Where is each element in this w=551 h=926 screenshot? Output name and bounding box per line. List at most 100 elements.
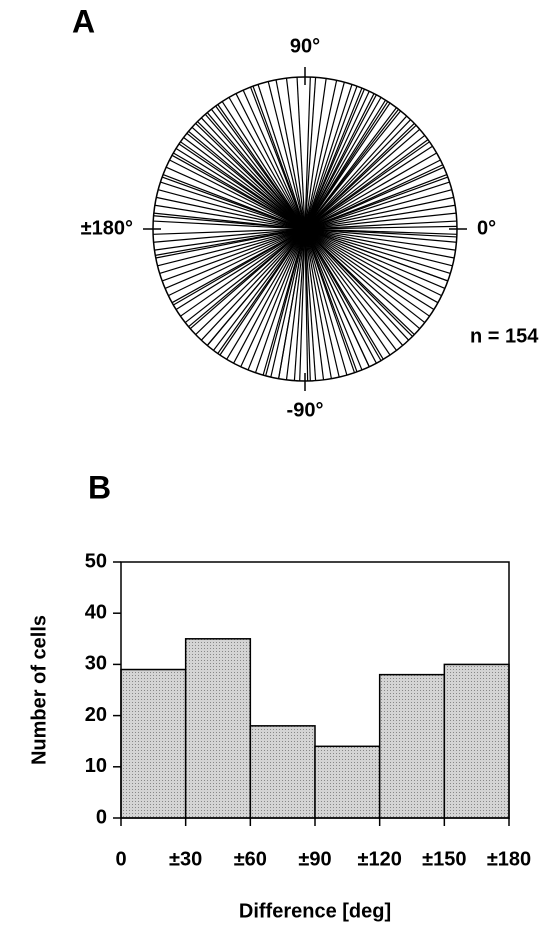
y-tick-label: 0 xyxy=(96,806,107,828)
direction-line xyxy=(154,228,306,251)
direction-line xyxy=(228,97,306,230)
direction-line xyxy=(304,228,435,311)
direction-line xyxy=(153,215,306,230)
direction-line xyxy=(257,84,306,230)
direction-line xyxy=(304,122,415,230)
direction-line xyxy=(184,228,306,324)
direction-line xyxy=(285,228,306,380)
bar xyxy=(249,725,316,819)
direction-line xyxy=(304,228,446,289)
direction-line xyxy=(304,225,457,230)
x-tick-label: ±60 xyxy=(234,848,267,870)
direction-line xyxy=(304,82,345,230)
direction-line xyxy=(304,77,311,230)
direction-line xyxy=(235,93,306,230)
direction-line xyxy=(304,228,340,378)
direction-line xyxy=(304,159,441,230)
panel-label: B xyxy=(88,469,111,505)
direction-line xyxy=(304,228,397,351)
direction-line xyxy=(158,189,306,230)
direction-line xyxy=(165,166,306,230)
direction-line xyxy=(304,152,437,230)
direction-line xyxy=(175,147,306,230)
direction-line xyxy=(304,176,449,230)
direction-line xyxy=(304,228,451,275)
direction-line xyxy=(153,220,306,230)
direction-line xyxy=(153,228,306,235)
direction-line xyxy=(161,176,306,230)
direction-line xyxy=(304,228,449,282)
direction-line xyxy=(304,145,433,230)
annotation: n = 154 xyxy=(470,325,539,347)
bar xyxy=(120,668,187,819)
direction-line xyxy=(304,228,370,368)
direction-line xyxy=(304,228,453,267)
direction-line xyxy=(304,228,421,330)
direction-line xyxy=(304,119,412,230)
direction-line xyxy=(304,164,444,230)
direction-line xyxy=(304,212,457,230)
direction-line xyxy=(221,101,306,230)
direction-line xyxy=(188,228,306,328)
direction-line xyxy=(213,228,306,351)
direction-line xyxy=(304,228,439,304)
direction-line xyxy=(304,80,338,230)
direction-line xyxy=(197,121,306,230)
direction-line xyxy=(217,104,306,230)
x-axis-label: Difference [deg] xyxy=(239,900,391,922)
direction-line xyxy=(267,81,306,230)
direction-line xyxy=(304,128,421,230)
direction-line xyxy=(210,108,306,230)
direction-line xyxy=(304,90,370,230)
direction-line xyxy=(304,93,375,230)
angle-tick-label: ±180° xyxy=(81,217,133,239)
direction-line xyxy=(233,228,306,364)
direction-line xyxy=(173,228,306,306)
y-tick-label: 30 xyxy=(85,653,107,675)
direction-line xyxy=(173,152,306,230)
direction-line xyxy=(304,139,429,230)
direction-line xyxy=(304,220,457,230)
direction-line xyxy=(154,204,306,230)
direction-line xyxy=(169,159,306,230)
direction-line xyxy=(304,87,363,230)
direction-line xyxy=(252,85,306,230)
direction-line xyxy=(160,181,306,230)
x-tick-label: ±180 xyxy=(487,848,531,870)
direction-line xyxy=(285,78,306,230)
direction-line xyxy=(153,228,306,243)
direction-line xyxy=(304,115,408,230)
panel-label: A xyxy=(72,3,95,39)
direction-line xyxy=(304,228,410,341)
direction-line xyxy=(304,101,389,230)
direction-line xyxy=(180,141,306,230)
direction-line xyxy=(304,228,413,337)
direction-line xyxy=(304,84,353,230)
direction-line xyxy=(164,228,306,289)
direction-line xyxy=(304,228,456,251)
angle-tick-label: 90° xyxy=(290,35,320,57)
direction-line xyxy=(206,228,306,346)
direction-line xyxy=(157,228,306,267)
direction-line xyxy=(304,228,348,376)
direction-line xyxy=(304,228,358,373)
x-tick-label: ±120 xyxy=(357,848,401,870)
direction-line xyxy=(254,228,306,373)
direction-line xyxy=(304,228,455,259)
angle-tick-label: 0° xyxy=(477,217,496,239)
y-tick-label: 10 xyxy=(85,755,107,777)
bar xyxy=(184,638,252,819)
direction-line xyxy=(156,196,306,230)
direction-line xyxy=(265,228,306,376)
direction-line xyxy=(180,228,306,317)
direction-line xyxy=(200,117,306,230)
y-tick-label: 40 xyxy=(85,601,107,623)
x-tick-label: ±90 xyxy=(298,848,331,870)
direction-line xyxy=(304,228,311,381)
direction-line xyxy=(191,126,306,230)
direction-line xyxy=(183,137,306,230)
direction-line xyxy=(304,228,404,346)
direction-line xyxy=(304,228,377,364)
direction-line xyxy=(275,79,306,230)
